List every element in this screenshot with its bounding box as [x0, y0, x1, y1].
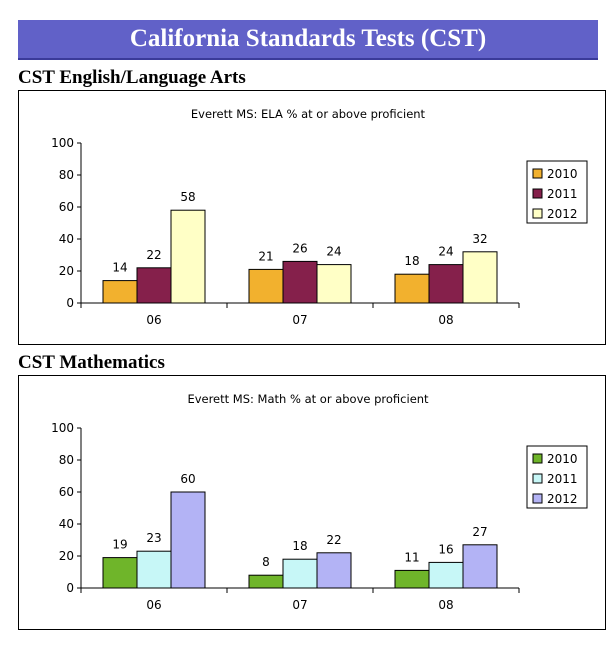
section-heading-ela: CST English/Language Arts — [18, 67, 246, 88]
bar-2012-06 — [170, 491, 206, 589]
x-tick-label: 06 — [146, 598, 161, 612]
bar-2010-08 — [394, 569, 430, 589]
math-chart: Everett MS: Math % at or above proficien… — [51, 392, 588, 612]
data-label: 60 — [180, 472, 195, 486]
legend-entry: 2011 — [547, 187, 578, 201]
y-tick-label: 20 — [59, 264, 74, 278]
data-label: 19 — [112, 538, 127, 552]
chart-title: Everett MS: ELA % at or above proficient — [191, 107, 426, 121]
legend-swatch — [532, 493, 543, 504]
section-heading-math: CST Mathematics — [18, 352, 165, 373]
y-tick-label: 40 — [59, 517, 74, 531]
bar-2010-07 — [248, 268, 284, 304]
data-label: 16 — [438, 542, 453, 556]
legend-swatch — [532, 168, 543, 179]
data-label: 26 — [292, 241, 307, 255]
y-tick-label: 80 — [59, 168, 74, 182]
legend-swatch — [532, 208, 543, 219]
bar-2011-06 — [136, 550, 172, 589]
data-label: 18 — [404, 254, 419, 268]
data-label: 18 — [292, 539, 307, 553]
y-tick-label: 60 — [59, 485, 74, 499]
y-tick-label: 20 — [59, 549, 74, 563]
data-label: 24 — [438, 245, 453, 259]
x-tick-label: 07 — [292, 598, 307, 612]
y-tick-label: 80 — [59, 453, 74, 467]
data-label: 14 — [112, 261, 127, 275]
y-tick-label: 0 — [66, 296, 74, 310]
bar-2012-06 — [170, 209, 206, 304]
x-tick-label: 07 — [292, 313, 307, 327]
data-label: 22 — [146, 248, 161, 262]
data-label: 11 — [404, 550, 419, 564]
chart-title: Everett MS: Math % at or above proficien… — [187, 392, 429, 406]
y-tick-label: 100 — [51, 421, 74, 435]
y-tick-label: 60 — [59, 200, 74, 214]
bar-2012-07 — [316, 552, 352, 589]
math-chart-panel: Everett MS: Math % at or above proficien… — [18, 375, 606, 630]
bar-2010-08 — [394, 273, 430, 304]
y-tick-label: 40 — [59, 232, 74, 246]
data-label: 22 — [326, 533, 341, 547]
y-tick-label: 100 — [51, 136, 74, 150]
legend-entry: 2011 — [547, 472, 578, 486]
bar-2011-06 — [136, 267, 172, 304]
data-label: 21 — [258, 249, 273, 263]
data-label: 27 — [472, 525, 487, 539]
x-tick-label: 08 — [438, 598, 453, 612]
x-tick-label: 08 — [438, 313, 453, 327]
bar-2011-07 — [282, 558, 318, 589]
page-banner: California Standards Tests (CST) — [18, 20, 598, 60]
legend-swatch — [532, 453, 543, 464]
legend-swatch — [532, 188, 543, 199]
bar-2012-08 — [462, 544, 498, 589]
legend-entry: 2010 — [547, 167, 578, 181]
ela-chart: Everett MS: ELA % at or above proficient… — [51, 107, 588, 327]
x-tick-label: 06 — [146, 313, 161, 327]
ela-chart-panel: Everett MS: ELA % at or above proficient… — [18, 90, 606, 345]
bar-2012-08 — [462, 251, 498, 304]
bar-2010-07 — [248, 574, 284, 589]
bar-2012-07 — [316, 264, 352, 304]
data-label: 23 — [146, 531, 161, 545]
data-label: 24 — [326, 245, 341, 259]
data-label: 8 — [262, 555, 270, 569]
bar-2011-08 — [428, 264, 464, 304]
bar-2011-07 — [282, 260, 318, 304]
bar-2011-08 — [428, 561, 464, 589]
y-tick-label: 0 — [66, 581, 74, 595]
data-label: 32 — [472, 232, 487, 246]
bar-2010-06 — [102, 280, 138, 304]
bar-2010-06 — [102, 557, 138, 589]
legend-swatch — [532, 473, 543, 484]
data-label: 58 — [180, 190, 195, 204]
legend-entry: 2010 — [547, 452, 578, 466]
legend-entry: 2012 — [547, 207, 578, 221]
legend-entry: 2012 — [547, 492, 578, 506]
